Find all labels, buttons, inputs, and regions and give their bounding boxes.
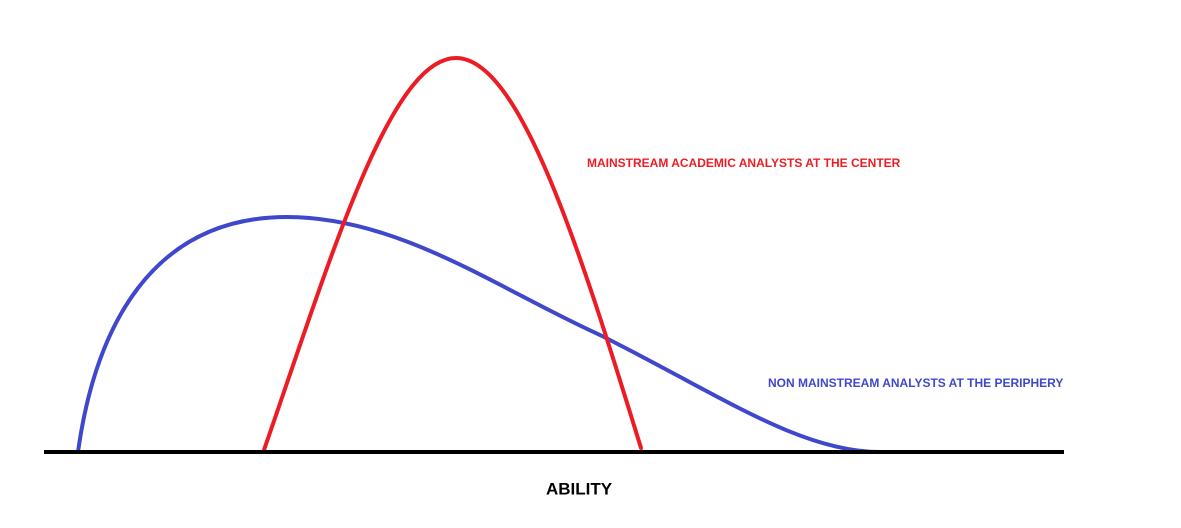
mainstream-label: MAINSTREAM ACADEMIC ANALYSTS AT THE CENT… <box>587 156 901 170</box>
periphery-curve <box>76 214 932 454</box>
center-curve <box>262 55 643 452</box>
axis-label: ABILITY <box>546 479 613 498</box>
non-mainstream-label: NON MAINSTREAM ANALYSTS AT THE PERIPHERY <box>768 376 1063 390</box>
